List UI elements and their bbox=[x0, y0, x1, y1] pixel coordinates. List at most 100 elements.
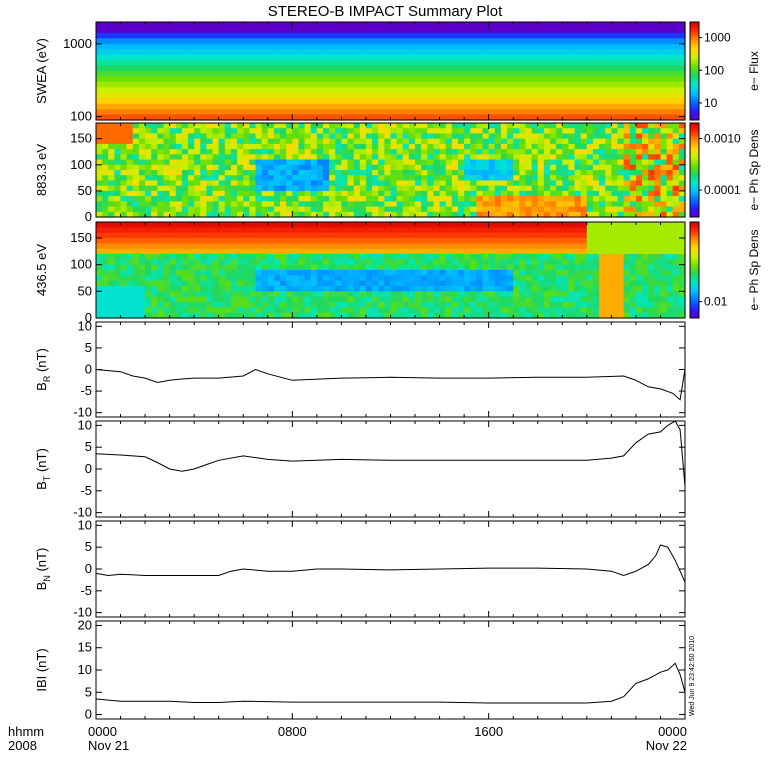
heatmap-cell bbox=[298, 264, 306, 271]
heatmap-cell bbox=[390, 170, 398, 176]
heatmap-cell bbox=[500, 143, 508, 150]
heatmap-cell bbox=[586, 81, 594, 88]
heatmap-cell bbox=[126, 280, 134, 287]
heatmap-cell bbox=[580, 201, 588, 208]
heatmap-cell bbox=[390, 232, 398, 239]
heatmap-cell bbox=[415, 280, 422, 287]
heatmap-cell bbox=[145, 38, 152, 45]
heatmap-cell bbox=[617, 149, 625, 155]
heatmap-cell bbox=[96, 211, 103, 218]
heatmap-cell bbox=[359, 76, 367, 83]
heatmap-cell bbox=[586, 43, 594, 50]
heatmap-cell bbox=[230, 60, 238, 67]
heatmap-cell bbox=[200, 60, 208, 67]
heatmap-cell bbox=[623, 43, 631, 50]
heatmap-cell bbox=[304, 81, 312, 88]
colorbar-tick-label: 100 bbox=[704, 63, 724, 77]
heatmap-cell bbox=[378, 81, 385, 88]
heatmap-cell bbox=[212, 270, 220, 276]
heatmap-cell bbox=[359, 143, 367, 150]
heatmap-cell bbox=[329, 159, 336, 166]
heatmap-cell bbox=[513, 302, 520, 308]
heatmap-cell bbox=[273, 87, 281, 94]
heatmap-cell bbox=[237, 103, 244, 110]
heatmap-cell bbox=[550, 243, 557, 250]
heatmap-cell bbox=[310, 22, 318, 29]
heatmap-cell bbox=[599, 206, 606, 213]
heatmap-cell bbox=[427, 154, 435, 161]
heatmap-cell bbox=[390, 81, 398, 88]
heatmap-cell bbox=[151, 248, 158, 255]
heatmap-cell bbox=[525, 196, 533, 202]
heatmap-cell bbox=[415, 133, 422, 140]
heatmap-cell bbox=[507, 154, 514, 161]
heatmap-cell bbox=[642, 123, 649, 129]
heatmap-cell bbox=[286, 296, 293, 303]
heatmap-cell bbox=[206, 280, 214, 287]
heatmap-cell bbox=[678, 71, 686, 78]
heatmap-cell bbox=[513, 71, 520, 78]
heatmap-cell bbox=[457, 38, 465, 45]
heatmap-cell bbox=[586, 54, 594, 61]
heatmap-cell bbox=[188, 275, 195, 282]
heatmap-cell bbox=[592, 128, 600, 135]
heatmap-cell bbox=[654, 190, 662, 197]
heatmap-cell bbox=[310, 76, 318, 83]
heatmap-cell bbox=[249, 32, 257, 39]
heatmap-cell bbox=[145, 138, 152, 145]
heatmap-cell bbox=[574, 38, 582, 45]
heatmap-cell bbox=[507, 248, 514, 255]
heatmap-cell bbox=[151, 238, 158, 244]
heatmap-cell bbox=[249, 71, 257, 78]
heatmap-cell bbox=[500, 259, 508, 266]
heatmap-cell bbox=[132, 264, 140, 271]
heatmap-cell bbox=[347, 81, 355, 88]
heatmap-cell bbox=[611, 27, 619, 34]
heatmap-cell bbox=[629, 159, 637, 166]
heatmap-cell bbox=[329, 243, 336, 250]
heatmap-cell bbox=[114, 286, 122, 292]
heatmap-cell bbox=[243, 211, 250, 218]
heatmap-cell bbox=[531, 123, 539, 129]
heatmap-cell bbox=[126, 114, 134, 121]
heatmap-cell bbox=[323, 275, 330, 282]
heatmap-cell bbox=[200, 180, 208, 187]
heatmap-cell bbox=[212, 109, 220, 116]
heatmap-cell bbox=[556, 302, 563, 308]
heatmap-cell bbox=[378, 138, 385, 145]
heatmap-cell bbox=[347, 170, 355, 176]
heatmap-cell bbox=[267, 196, 275, 202]
heatmap-cell bbox=[494, 180, 502, 187]
heatmap-cell bbox=[316, 54, 324, 61]
heatmap-cell bbox=[445, 307, 453, 314]
heatmap-cell bbox=[102, 291, 109, 298]
heatmap-cell bbox=[599, 71, 606, 78]
heatmap-cell bbox=[175, 60, 183, 67]
heatmap-cell bbox=[169, 43, 177, 50]
heatmap-cell bbox=[550, 154, 557, 161]
heatmap-cell bbox=[188, 65, 195, 72]
heatmap-cell bbox=[396, 296, 404, 303]
heatmap-cell bbox=[359, 238, 367, 244]
heatmap-cell bbox=[494, 32, 502, 39]
heatmap-cell bbox=[513, 92, 520, 99]
heatmap-cell bbox=[605, 27, 612, 34]
heatmap-cell bbox=[255, 238, 263, 244]
heatmap-cell bbox=[470, 128, 477, 135]
heatmap-cell bbox=[188, 133, 195, 140]
heatmap-cell bbox=[550, 38, 557, 45]
heatmap-cell bbox=[261, 201, 269, 208]
heatmap-cell bbox=[451, 232, 459, 239]
heatmap-cell bbox=[267, 138, 275, 145]
heatmap-cell bbox=[353, 291, 361, 298]
heatmap-cell bbox=[181, 270, 189, 276]
heatmap-cell bbox=[402, 243, 410, 250]
heatmap-cell bbox=[635, 54, 643, 61]
heatmap-cell bbox=[611, 38, 619, 45]
heatmap-cell bbox=[323, 128, 330, 135]
heatmap-cell bbox=[605, 98, 612, 105]
heatmap-cell bbox=[188, 92, 195, 99]
heatmap-cell bbox=[421, 43, 428, 50]
heatmap-cell bbox=[433, 92, 441, 99]
heatmap-cell bbox=[335, 65, 343, 72]
